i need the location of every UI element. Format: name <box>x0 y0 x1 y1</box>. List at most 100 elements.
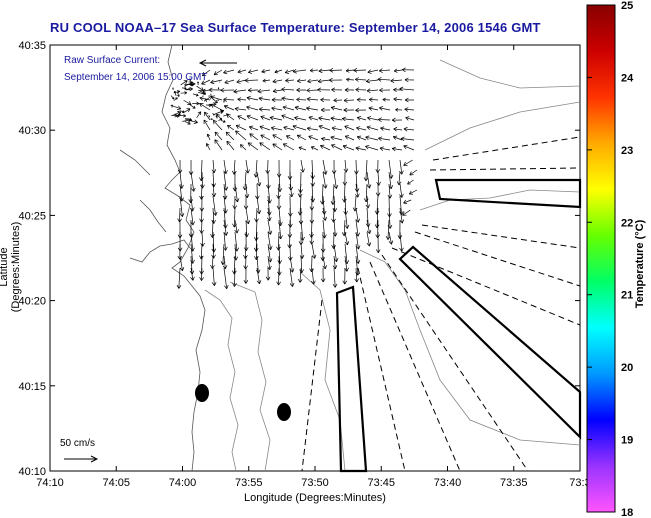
map-title: RU COOL NOAA–17 Sea Surface Temperature:… <box>50 20 541 35</box>
current-vector <box>306 126 319 131</box>
y-tick-label: 40:25 <box>18 210 46 222</box>
current-vector <box>211 183 217 197</box>
current-vector <box>379 146 391 151</box>
current-vector <box>322 159 328 175</box>
current-vector <box>214 139 223 151</box>
current-vector <box>220 87 235 93</box>
current-vector <box>292 124 307 131</box>
current-vector <box>223 104 235 111</box>
current-vector <box>260 115 271 121</box>
current-vector <box>367 69 379 74</box>
current-vector <box>260 134 271 141</box>
current-vector <box>215 115 218 119</box>
current-vector <box>212 98 218 104</box>
current-vector <box>393 127 403 132</box>
current-vector <box>378 68 391 73</box>
current-vector <box>247 142 259 151</box>
current-vector <box>297 267 303 283</box>
current-vector <box>222 255 228 270</box>
current-vector <box>375 183 381 197</box>
current-vector <box>292 69 307 74</box>
current-vector <box>331 126 343 131</box>
current-vector <box>332 255 338 270</box>
current-vector <box>355 107 367 113</box>
current-vector <box>196 85 204 91</box>
x-tick-label: 73:55 <box>235 477 263 489</box>
current-vector <box>171 114 178 118</box>
current-vector <box>256 171 262 187</box>
y-axis-title: Latitude (Degrees:Minutes) <box>0 221 22 313</box>
current-vector <box>399 183 404 198</box>
current-vector <box>225 131 235 141</box>
current-vector <box>401 67 415 73</box>
current-vector <box>205 143 211 151</box>
current-vector <box>179 113 186 118</box>
y-axis-ticks: 40:35 40:30 40:25 40:20 40:15 40:10 <box>18 40 580 478</box>
current-vector <box>271 106 283 111</box>
current-vector <box>344 135 355 141</box>
current-vector <box>296 87 307 93</box>
current-vector <box>198 89 205 94</box>
current-vector <box>204 111 211 121</box>
current-vector <box>272 134 283 141</box>
current-vector <box>270 126 283 131</box>
current-vector <box>247 87 259 93</box>
current-vector <box>272 143 283 151</box>
current-vector <box>223 97 235 102</box>
current-vector <box>311 243 317 259</box>
current-vector <box>355 87 367 93</box>
current-vector <box>320 97 331 103</box>
current-vector <box>330 116 343 121</box>
current-vector <box>214 131 223 141</box>
scale-arrow <box>64 455 99 463</box>
current-vector <box>308 135 319 141</box>
current-vector <box>402 209 411 216</box>
current-vector <box>380 126 391 131</box>
current-vector <box>223 159 228 174</box>
current-vector <box>199 267 204 281</box>
current-vector <box>223 100 225 103</box>
current-vector <box>356 97 367 103</box>
colorbar-title: Temperature (°C) <box>634 219 646 309</box>
current-vector <box>393 68 403 73</box>
current-vector <box>344 207 350 229</box>
current-vector <box>330 105 343 111</box>
current-vector <box>208 115 211 118</box>
current-vector <box>396 171 402 186</box>
current-vector <box>203 119 211 131</box>
current-vector <box>379 106 391 111</box>
current-vector <box>387 207 393 229</box>
colorbar-tick-label: 24 <box>621 72 634 84</box>
current-vector <box>379 87 391 93</box>
current-vector <box>306 96 319 102</box>
current-vector <box>318 116 331 121</box>
x-tick-label: 73:35 <box>500 477 528 489</box>
beam-polygon-east <box>434 178 582 209</box>
current-vector <box>329 68 343 73</box>
current-vector <box>235 130 247 141</box>
current-vector <box>391 146 403 152</box>
current-vector <box>282 105 295 111</box>
y-tick-label: 40:35 <box>18 40 46 52</box>
current-vector <box>343 107 355 113</box>
x-axis-title: Longitude (Degrees:Minutes) <box>244 492 386 504</box>
current-vector <box>180 80 188 86</box>
x-tick-label: 73:3 <box>569 477 590 489</box>
current-vector <box>353 68 367 73</box>
annotation-line-1: Raw Surface Current: <box>64 55 161 66</box>
current-vector <box>208 87 223 93</box>
current-vector <box>395 108 403 112</box>
current-vector <box>285 78 295 83</box>
current-vector <box>232 267 237 287</box>
current-vector <box>261 69 271 74</box>
current-vector <box>342 144 355 151</box>
current-vector <box>294 115 307 121</box>
current-vector <box>355 183 360 198</box>
current-vector <box>179 110 185 113</box>
beam-polygon-southeast <box>398 245 582 440</box>
current-vector <box>239 144 247 151</box>
current-vector <box>235 124 247 131</box>
current-vector <box>344 231 350 246</box>
current-vector <box>405 116 415 121</box>
